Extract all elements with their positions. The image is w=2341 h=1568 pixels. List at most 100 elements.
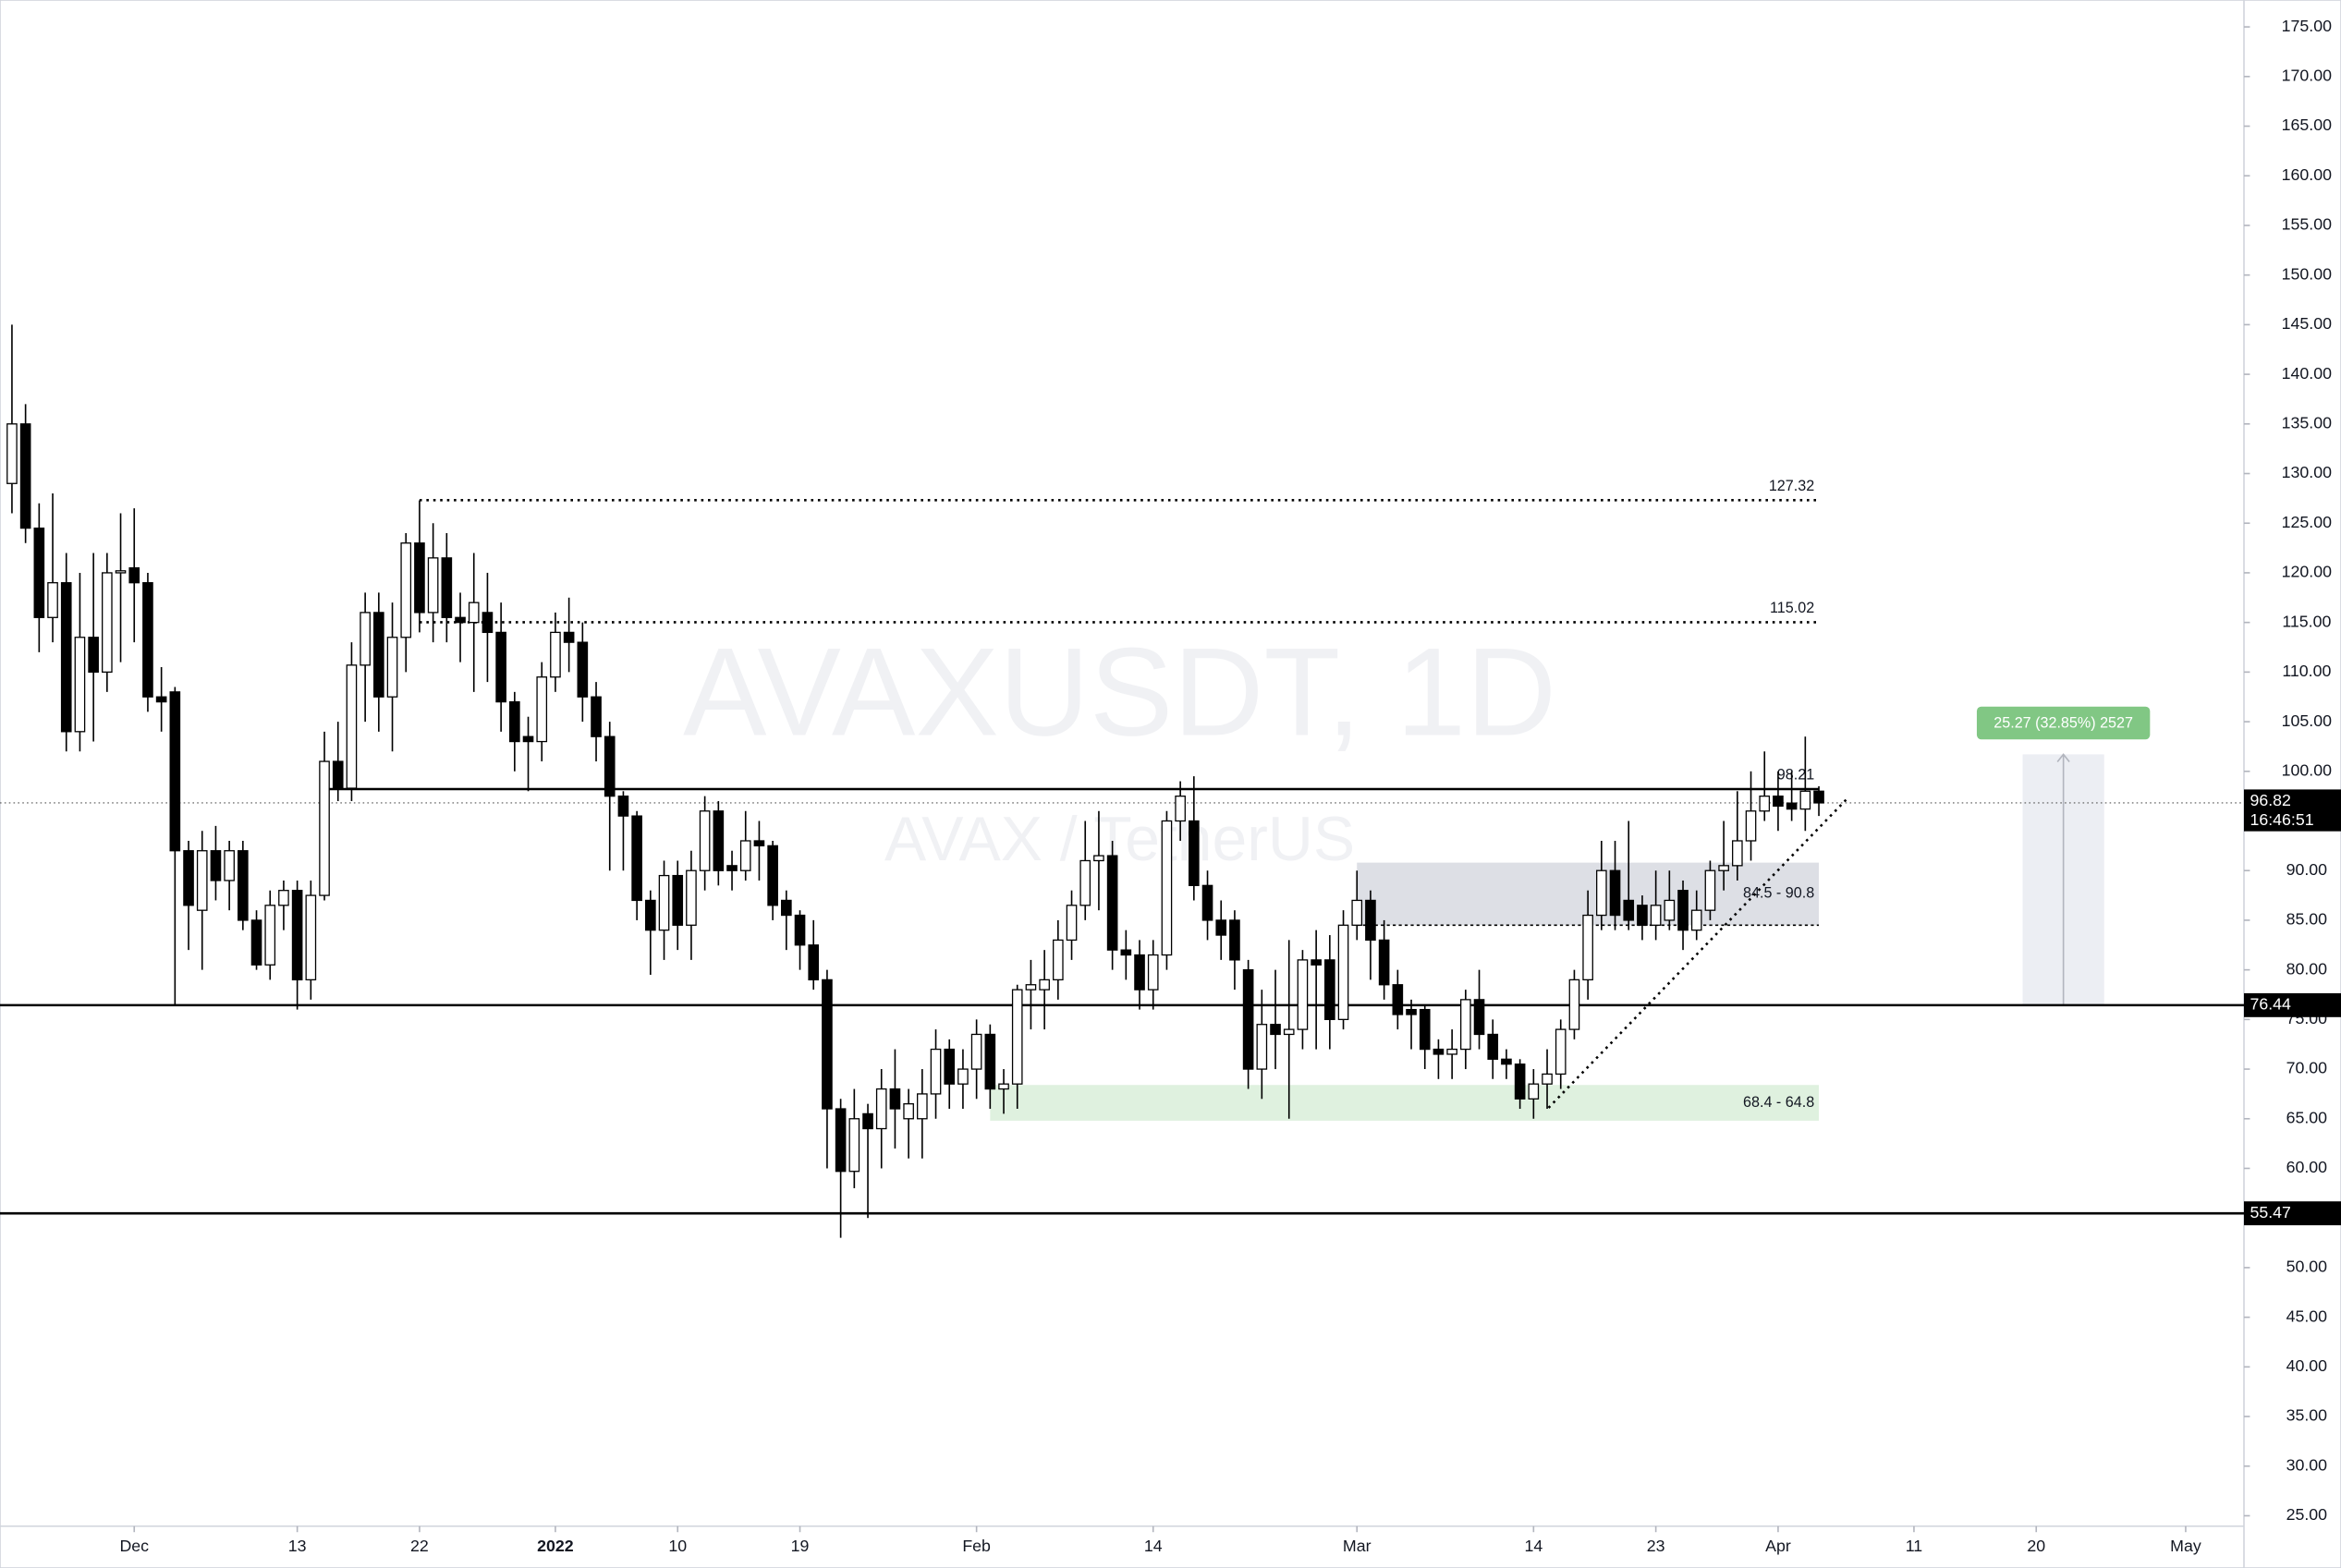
measure-label: 25.27 (32.85%) 2527 bbox=[1994, 715, 2133, 732]
candle-body bbox=[1487, 1033, 1499, 1060]
candle-body bbox=[60, 582, 72, 733]
y-tick-label: 115.00 bbox=[2282, 612, 2331, 630]
candle-body bbox=[1704, 869, 1716, 911]
candle-body bbox=[1759, 795, 1771, 812]
candle-body bbox=[1514, 1064, 1526, 1100]
candle-body bbox=[1270, 1024, 1281, 1036]
level-label: 127.32 bbox=[1769, 478, 1814, 494]
candle-body bbox=[1542, 1073, 1553, 1085]
countdown-label: 16:46:51 bbox=[2250, 810, 2313, 829]
y-tick-label: 110.00 bbox=[2282, 662, 2331, 680]
candle-body bbox=[726, 865, 738, 871]
candle-body bbox=[455, 616, 466, 624]
candle-body bbox=[1582, 914, 1593, 981]
candle-body bbox=[1189, 820, 1200, 886]
y-tick-label: 150.00 bbox=[2282, 264, 2332, 283]
y-tick-label: 25.00 bbox=[2286, 1505, 2328, 1524]
candle-body bbox=[672, 874, 684, 926]
watermark-subtitle: AVAX / TetherUS bbox=[884, 805, 1355, 874]
candle-body bbox=[1053, 939, 1064, 981]
candle-body bbox=[386, 637, 398, 698]
candle-body bbox=[1786, 802, 1798, 810]
candle-body bbox=[1175, 795, 1186, 822]
candle-body bbox=[1093, 855, 1104, 862]
candle-body bbox=[1229, 919, 1240, 961]
measure-label-box bbox=[1976, 706, 2151, 740]
candle-body bbox=[753, 840, 765, 847]
candle-body bbox=[1011, 989, 1023, 1085]
candle-body bbox=[563, 631, 575, 643]
candle-body bbox=[1555, 1028, 1567, 1076]
y-tick-label: 70.00 bbox=[2286, 1059, 2328, 1077]
candle-body bbox=[645, 899, 656, 931]
x-tick-label: Apr bbox=[1765, 1537, 1791, 1555]
candle-body bbox=[930, 1048, 942, 1095]
candle-body bbox=[889, 1088, 901, 1110]
y-tick-label: 90.00 bbox=[2286, 860, 2328, 879]
y-tick-label: 105.00 bbox=[2282, 711, 2332, 730]
y-tick-label: 100.00 bbox=[2282, 760, 2332, 779]
y-tick-label: 140.00 bbox=[2282, 364, 2332, 383]
candle-body bbox=[1215, 919, 1227, 936]
candle-body bbox=[822, 978, 833, 1110]
candle-body bbox=[591, 696, 602, 737]
candle-body bbox=[1079, 859, 1091, 906]
candle-body bbox=[102, 572, 113, 674]
y-tick-label: 45.00 bbox=[2286, 1307, 2328, 1325]
candle-body bbox=[1650, 905, 1662, 926]
zone-label: 68.4 - 64.8 bbox=[1743, 1094, 1814, 1111]
x-tick-label: 19 bbox=[791, 1537, 810, 1555]
candle-body bbox=[305, 894, 317, 981]
candle-body bbox=[1025, 984, 1037, 991]
candle-body bbox=[509, 700, 520, 743]
candle-body bbox=[1690, 909, 1702, 931]
candle-body bbox=[781, 899, 792, 917]
candle-body bbox=[441, 557, 453, 618]
candle-body bbox=[536, 676, 548, 743]
candle-body bbox=[686, 869, 697, 926]
candle-body bbox=[1242, 968, 1254, 1070]
candle-body bbox=[319, 760, 330, 896]
y-tick-label: 30.00 bbox=[2286, 1455, 2328, 1474]
level-badge-label: 76.44 bbox=[2250, 995, 2291, 1014]
candle-body bbox=[88, 637, 99, 674]
level-badge bbox=[2243, 992, 2341, 1017]
y-tick-label: 40.00 bbox=[2286, 1356, 2328, 1375]
candle-body bbox=[808, 944, 820, 981]
candle-body bbox=[1773, 795, 1784, 808]
x-tick-label: 14 bbox=[1524, 1537, 1542, 1555]
candle-body bbox=[1419, 1008, 1431, 1051]
candle-body bbox=[1446, 1048, 1457, 1055]
candle-body bbox=[522, 735, 534, 743]
candle-body bbox=[1120, 949, 1132, 956]
candle-body bbox=[346, 664, 358, 789]
candle-body bbox=[550, 631, 561, 678]
candle-body bbox=[1134, 954, 1145, 991]
candle-body bbox=[1201, 884, 1213, 921]
candle-body bbox=[128, 566, 140, 584]
candle-body bbox=[835, 1108, 847, 1173]
zone bbox=[990, 1085, 1820, 1121]
candle-body bbox=[1637, 905, 1648, 926]
candle-body bbox=[1378, 939, 1390, 986]
candle-body bbox=[1297, 959, 1309, 1030]
candle-body bbox=[495, 631, 506, 703]
trendline bbox=[1547, 797, 1848, 1109]
candle-body bbox=[1147, 954, 1159, 991]
candle-body bbox=[1596, 869, 1607, 917]
candle-body bbox=[1392, 984, 1404, 1015]
y-tick-label: 155.00 bbox=[2282, 215, 2332, 234]
candle-body bbox=[1324, 959, 1335, 1020]
candle-body bbox=[360, 612, 371, 666]
candle-body bbox=[155, 696, 167, 703]
candle-body bbox=[1161, 820, 1173, 956]
watermark-title: AVAXUSDT, 1D bbox=[683, 621, 1556, 761]
candle-body bbox=[278, 890, 289, 906]
candle-body bbox=[1528, 1083, 1540, 1100]
candle-body bbox=[1813, 790, 1824, 804]
candle-body bbox=[6, 423, 18, 484]
candle-body bbox=[1039, 978, 1050, 991]
x-tick-label: Feb bbox=[962, 1537, 991, 1555]
level-badge-label: 55.47 bbox=[2250, 1203, 2290, 1222]
